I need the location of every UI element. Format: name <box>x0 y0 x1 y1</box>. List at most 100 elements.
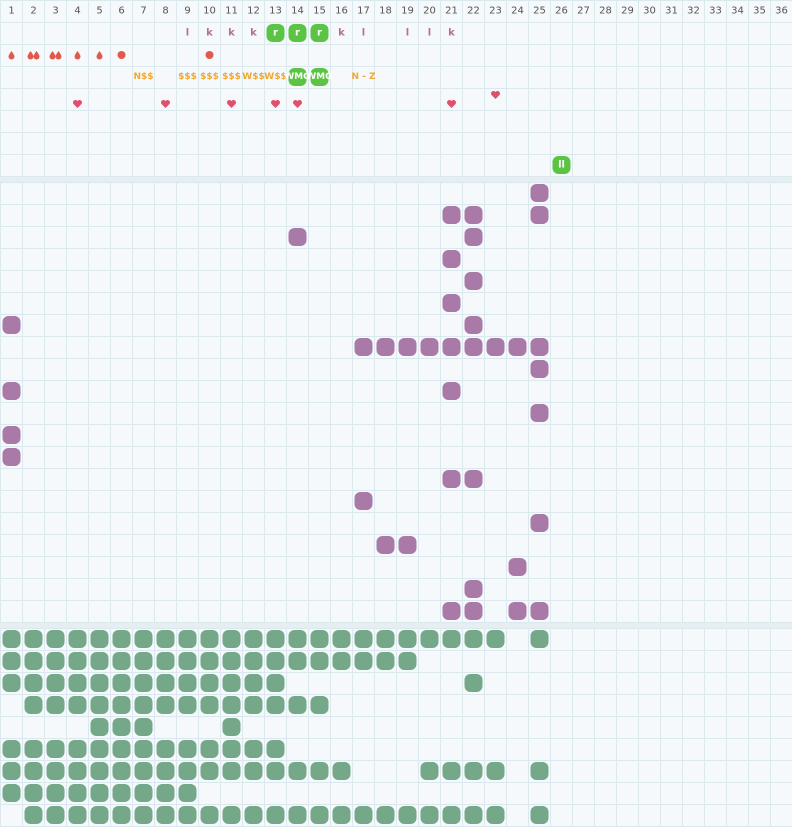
column-number: 7 <box>140 6 146 17</box>
purple-blob <box>2 382 21 400</box>
green-blob <box>266 806 285 824</box>
green-blob <box>156 762 175 780</box>
purple-blob <box>464 272 483 290</box>
green-blob <box>68 652 87 670</box>
green-blob <box>134 806 153 824</box>
column-number: 20 <box>423 6 436 17</box>
green-blob <box>46 630 65 648</box>
green-blob <box>90 630 109 648</box>
green-blob <box>530 762 549 780</box>
purple-blob <box>2 316 21 334</box>
green-blob <box>530 630 549 648</box>
green-blob <box>266 652 285 670</box>
green-blob <box>68 630 87 648</box>
green-blob <box>46 652 65 670</box>
purple-blob <box>288 228 307 246</box>
column-number: 6 <box>118 6 124 17</box>
drop-icon <box>74 51 81 60</box>
column-number: 8 <box>162 6 168 17</box>
green-blob <box>310 630 329 648</box>
purple-blob <box>530 338 549 356</box>
green-blob <box>222 740 241 758</box>
purple-blob <box>464 470 483 488</box>
green-blob <box>398 630 417 648</box>
green-blob <box>68 740 87 758</box>
column-number: 19 <box>401 6 414 17</box>
purple-blob <box>464 602 483 620</box>
column-number: 36 <box>775 6 788 17</box>
green-blob <box>420 762 439 780</box>
cell-label: W$$ <box>264 72 286 82</box>
green-blob <box>156 652 175 670</box>
green-blob <box>200 762 219 780</box>
purple-blob <box>376 338 395 356</box>
green-blob <box>2 762 21 780</box>
dot-icon <box>117 51 126 59</box>
green-blob <box>486 806 505 824</box>
green-blob <box>178 762 197 780</box>
cell-label: r <box>273 28 278 39</box>
green-blob <box>222 630 241 648</box>
green-blob <box>464 674 483 692</box>
heart-icon <box>491 91 500 99</box>
green-blob <box>442 630 461 648</box>
purple-blob <box>464 580 483 598</box>
cell-label: r <box>317 28 322 39</box>
purple-blob <box>2 426 21 444</box>
green-blob <box>112 762 131 780</box>
green-blob <box>266 630 285 648</box>
green-blob <box>398 652 417 670</box>
green-blob <box>244 806 263 824</box>
column-number: 34 <box>731 6 744 17</box>
purple-blob <box>464 228 483 246</box>
green-blob <box>332 762 351 780</box>
green-blob <box>24 696 43 714</box>
green-blob <box>200 696 219 714</box>
column-number: 2 <box>30 6 36 17</box>
green-blob <box>46 674 65 692</box>
green-blob <box>46 740 65 758</box>
green-blob <box>24 674 43 692</box>
column-number: 16 <box>335 6 348 17</box>
green-blob <box>90 784 109 802</box>
green-blob <box>112 740 131 758</box>
green-blob <box>134 674 153 692</box>
green-blob <box>134 696 153 714</box>
purple-blob <box>354 338 373 356</box>
green-blob <box>354 630 373 648</box>
column-number: 24 <box>511 6 524 17</box>
green-blob <box>288 762 307 780</box>
drop-icon <box>49 51 56 60</box>
green-blob <box>288 652 307 670</box>
green-blob <box>134 652 153 670</box>
green-blob <box>156 784 175 802</box>
drop-icon <box>27 51 34 60</box>
cell-label: N$$ <box>133 72 153 82</box>
column-number: 22 <box>467 6 480 17</box>
dot-icon <box>205 51 214 59</box>
green-blob <box>68 784 87 802</box>
heart-icon <box>447 99 456 108</box>
column-number: 14 <box>291 6 304 17</box>
column-number: 1 <box>8 6 14 17</box>
column-number: 35 <box>753 6 766 17</box>
cell-label: l <box>406 28 409 39</box>
green-blob <box>222 718 241 736</box>
green-blob <box>442 762 461 780</box>
green-blob <box>200 806 219 824</box>
green-blob <box>24 652 43 670</box>
heart-icon <box>293 100 302 108</box>
cell-label: N - Z <box>351 72 376 82</box>
green-blob <box>332 652 351 670</box>
cell-label: k <box>228 28 235 39</box>
column-number: 32 <box>687 6 700 17</box>
highlight-blob <box>288 68 307 86</box>
separator <box>0 177 792 182</box>
green-blob <box>46 784 65 802</box>
cell-label: l <box>362 28 365 39</box>
green-blob <box>24 762 43 780</box>
purple-blob <box>530 404 549 422</box>
green-blob <box>90 652 109 670</box>
heart-icon <box>227 100 236 108</box>
column-number: 15 <box>313 6 326 17</box>
